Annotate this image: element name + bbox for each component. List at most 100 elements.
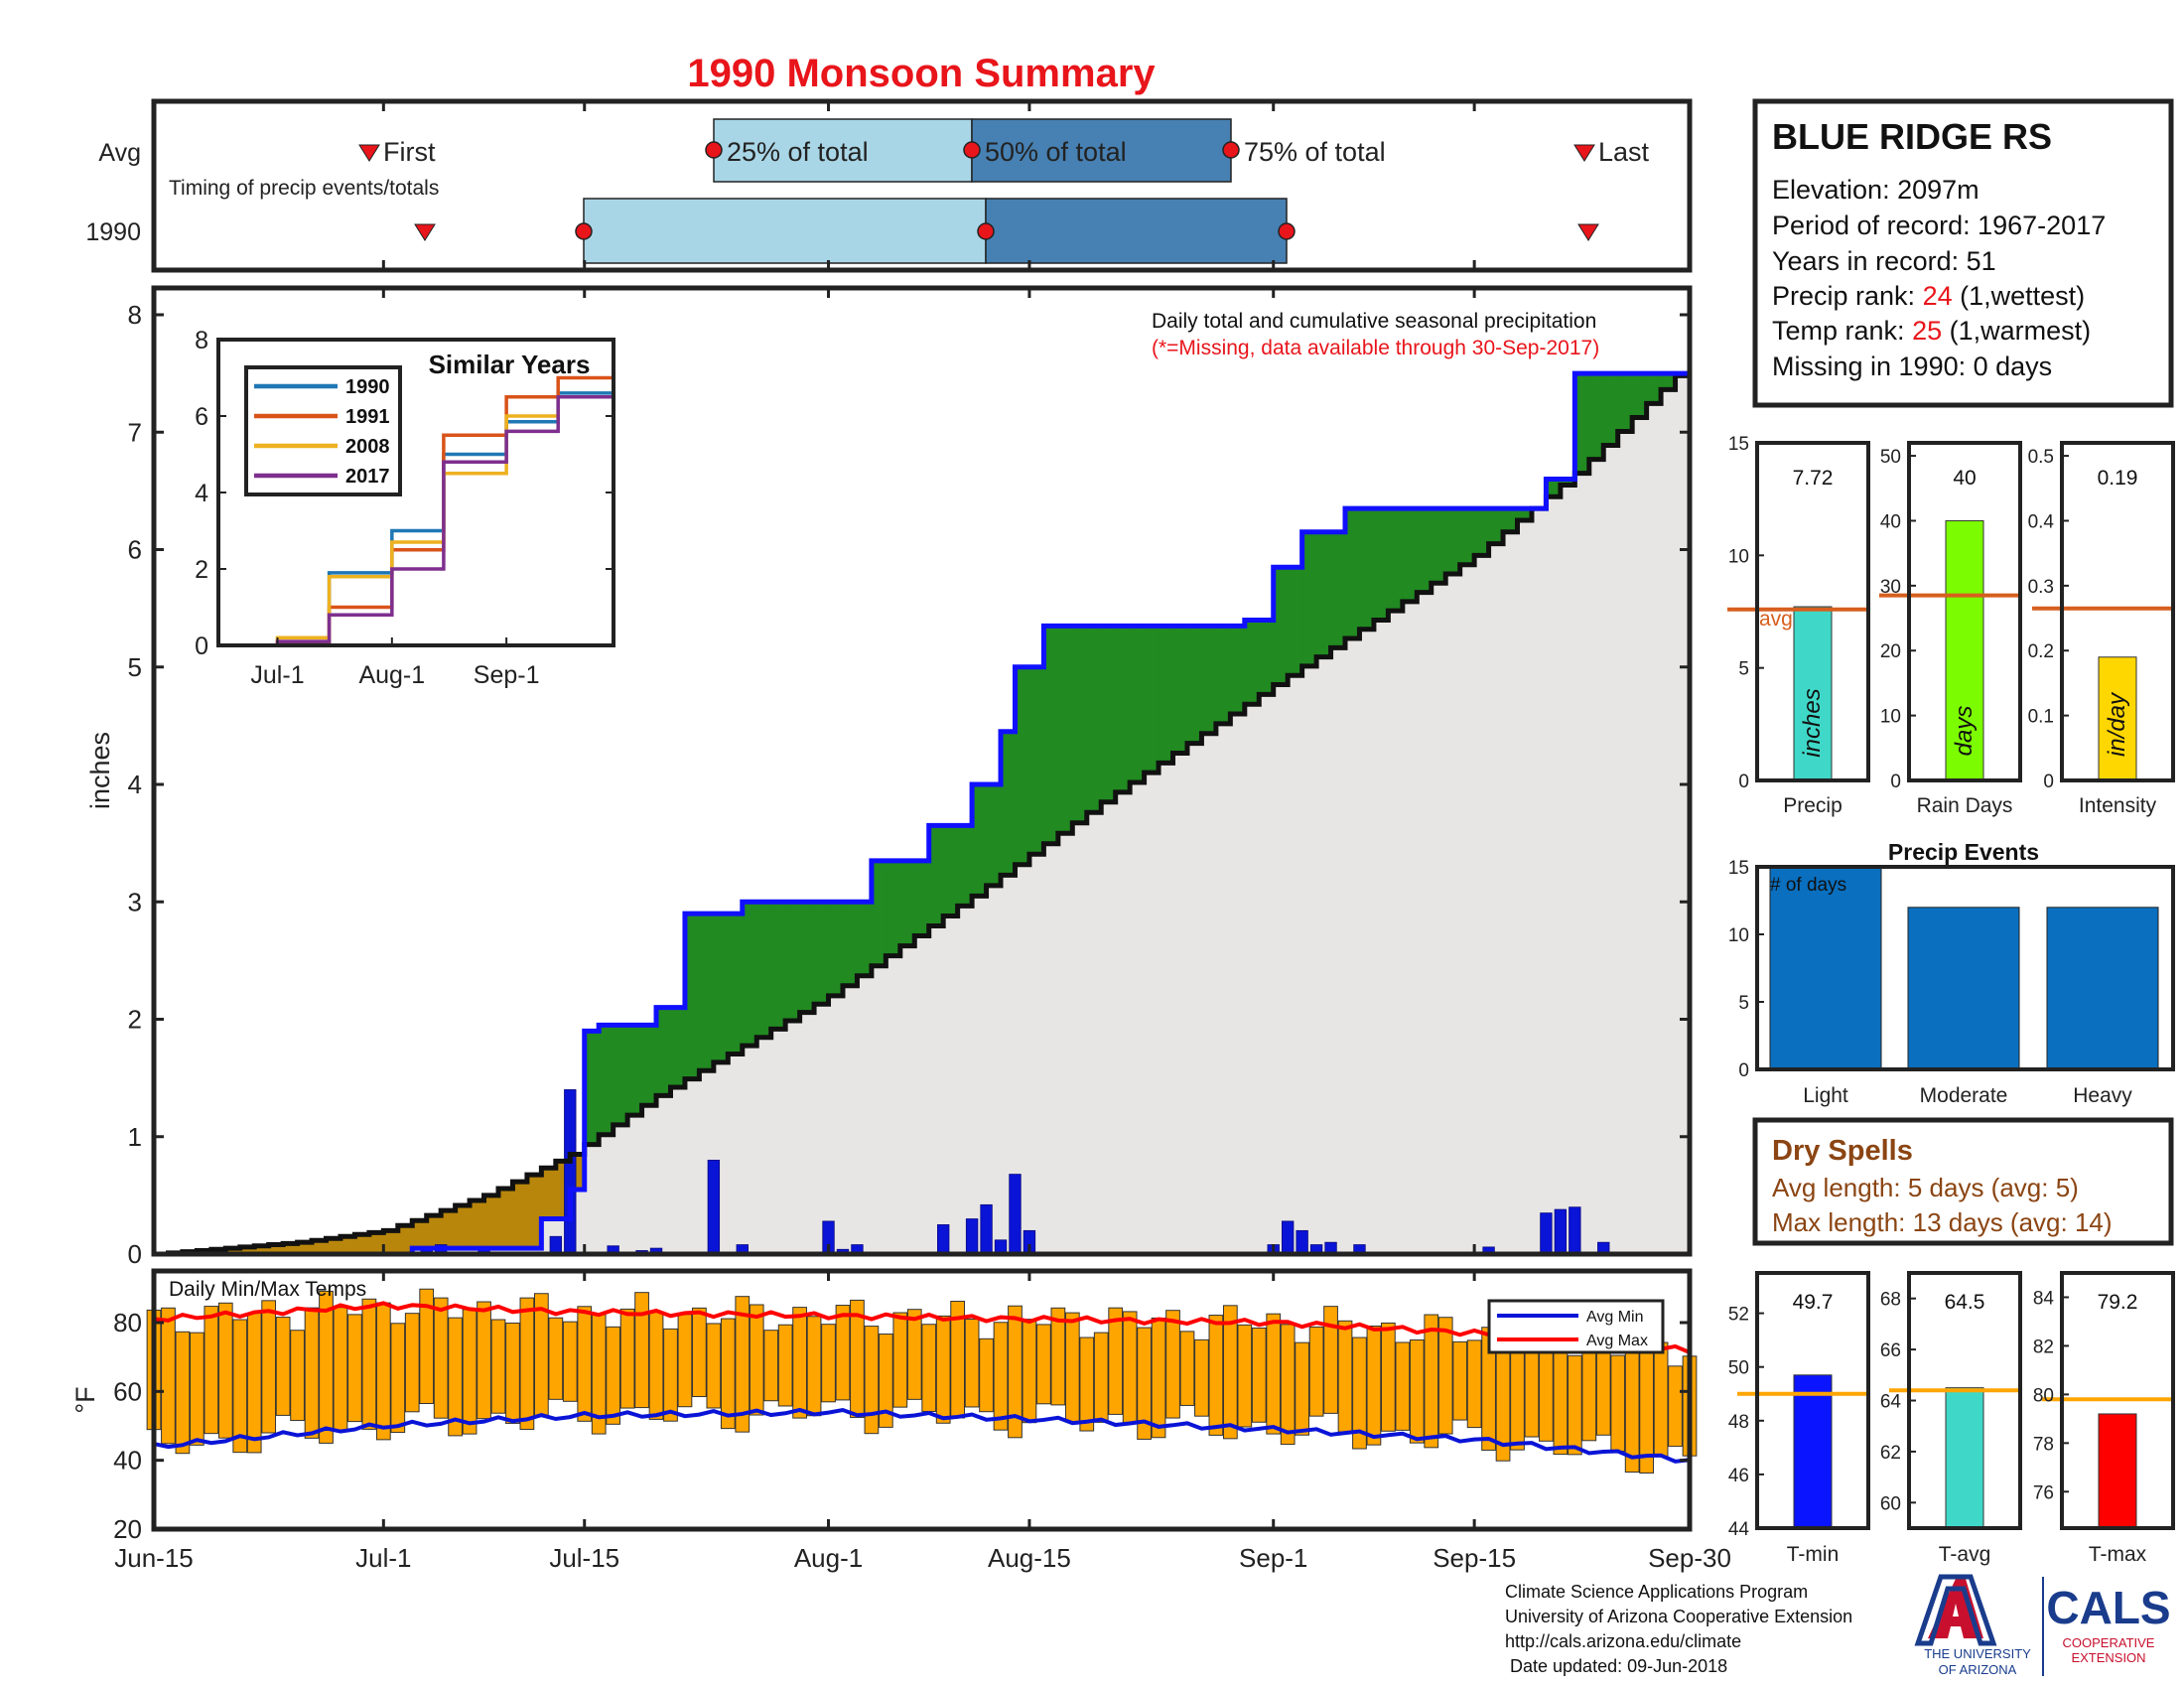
temp-bars — [146, 1288, 1698, 1474]
year-25-50-box — [583, 198, 987, 264]
intensity-y-tick-label: 0 — [2043, 772, 2054, 792]
difference-band — [1402, 508, 1418, 602]
difference-band — [526, 1175, 542, 1249]
difference-band — [312, 1240, 327, 1254]
temp-range-bar — [190, 1332, 205, 1446]
precip-label: Precip — [1783, 794, 1843, 817]
summary-bar-panels: 0 5 10 15 7.72 Precip avg inches 0 10 20 30 40 5… — [1727, 434, 2175, 817]
x-tick-label: Jun-15 — [114, 1543, 194, 1573]
tavg-bar — [1945, 1387, 1984, 1529]
ua-a-outline — [1914, 1574, 1997, 1646]
difference-band — [283, 1243, 299, 1254]
difference-band — [1115, 626, 1131, 792]
temp-range-bar — [1466, 1339, 1482, 1429]
main-chart-note: Daily total and cumulative seasonal prec… — [1152, 310, 1596, 333]
temps-y-axis: 20 40 60 80 — [113, 1308, 1690, 1544]
temp-range-bar — [1510, 1348, 1525, 1451]
difference-band — [1459, 508, 1475, 565]
difference-band — [340, 1236, 355, 1254]
intensity-y-tick-label: 0.4 — [2028, 511, 2055, 532]
difference-band — [1661, 373, 1677, 390]
inset-y-tick-label: 2 — [195, 556, 208, 584]
difference-band — [943, 825, 959, 916]
university-logo: THE UNIVERSITY OF ARIZONA CALS COOPERATI… — [1914, 1574, 2171, 1677]
tmin-label: T-min — [1787, 1543, 1840, 1566]
difference-band — [1632, 373, 1648, 418]
difference-band — [1546, 479, 1562, 497]
temps-y-tick-label: 40 — [113, 1446, 142, 1476]
inset-y-tick-label: 6 — [195, 403, 208, 431]
avg-last-marker — [1573, 144, 1595, 162]
main-y-tick-label: 3 — [128, 887, 142, 916]
temp-range-bar — [792, 1307, 807, 1419]
tavg-value: 64.5 — [1945, 1291, 1985, 1314]
temp-range-bar — [1050, 1307, 1066, 1406]
temp-range-bar — [1008, 1305, 1023, 1439]
difference-band — [412, 1220, 428, 1249]
temp-range-bar — [1266, 1313, 1282, 1435]
difference-band — [656, 1007, 671, 1096]
difference-band — [1474, 508, 1490, 556]
temp-range-bar — [562, 1321, 578, 1402]
main-y-tick-label: 6 — [128, 535, 142, 565]
temp-range-bar — [1295, 1341, 1310, 1436]
difference-band — [1445, 508, 1461, 574]
difference-band — [986, 784, 1002, 886]
inset-axes: 0 2 4 6 8 Jul-1 Aug-1 Sep-1 — [195, 327, 614, 689]
main-y-tick-label: 1 — [128, 1122, 142, 1152]
station-info-frame — [1752, 98, 2174, 408]
temp-range-bar — [577, 1306, 593, 1422]
difference-band — [756, 902, 772, 1038]
difference-band — [670, 1007, 686, 1087]
temp-range-bar — [806, 1316, 822, 1417]
difference-band — [713, 914, 729, 1062]
raindays-value: 40 — [1953, 467, 1976, 490]
temp-range-bar — [390, 1323, 406, 1434]
difference-band — [599, 1025, 614, 1135]
precip-panel-frame — [1755, 441, 1870, 782]
station-period: Period of record: 1967-2017 — [1772, 211, 2106, 240]
temp-range-bar — [1222, 1305, 1238, 1440]
difference-band — [1001, 731, 1016, 876]
difference-band — [1345, 508, 1360, 639]
intensity-y-tick-label: 0.3 — [2028, 577, 2054, 598]
difference-band — [886, 860, 901, 956]
intensity-panel-marks: 0 0.1 0.2 0.3 0.4 0.5 — [2028, 447, 2173, 792]
raindays-panel-frame — [1907, 441, 2022, 782]
temp-range-bar — [161, 1307, 176, 1445]
precip-value: 7.72 — [1793, 467, 1834, 490]
difference-band — [1588, 373, 1604, 460]
avg-min-line — [153, 1407, 1691, 1464]
cals-logo-text: CALS — [2046, 1582, 2170, 1633]
difference-band — [1273, 567, 1289, 685]
difference-fills — [168, 348, 1691, 1254]
main-chart-frame — [151, 285, 1693, 1257]
difference-band — [1288, 567, 1303, 676]
timing-frame — [151, 98, 1693, 273]
difference-band — [770, 902, 786, 1030]
temp-range-bar — [1064, 1312, 1080, 1423]
temp-range-bar — [692, 1307, 707, 1398]
difference-band — [326, 1238, 341, 1254]
temp-range-bar — [749, 1304, 764, 1416]
daily-precip-bar — [1009, 1174, 1022, 1255]
temp-summary-panels: 44 46 48 50 52 49.7 T-min 60 62 64 66 68 64.5 T-… — [1728, 1271, 2175, 1566]
temp-rank: Temp rank: 25 (1,warmest) — [1772, 316, 2091, 346]
temp-range-bar — [246, 1313, 262, 1454]
temp-range-bar — [777, 1324, 793, 1407]
avg-p25-label: 25% of total — [727, 137, 869, 167]
difference-band — [1159, 626, 1174, 764]
difference-band — [254, 1245, 270, 1254]
tmax-panel: 76 78 80 82 84 79.2 T-max — [2033, 1271, 2175, 1566]
temp-range-bar — [1137, 1327, 1152, 1440]
difference-band — [742, 902, 757, 1047]
events-frame — [1755, 865, 2175, 1071]
tmin-y-tick-label: 46 — [1728, 1466, 1749, 1486]
temp-range-bar — [735, 1296, 751, 1433]
footer-line-1: Climate Science Applications Program — [1505, 1582, 1808, 1602]
ua-a-logo-icon — [1914, 1574, 1997, 1646]
temp-range-bar — [433, 1297, 449, 1419]
daily-precip-bar — [1569, 1206, 1581, 1255]
temp-range-bar — [677, 1314, 693, 1408]
